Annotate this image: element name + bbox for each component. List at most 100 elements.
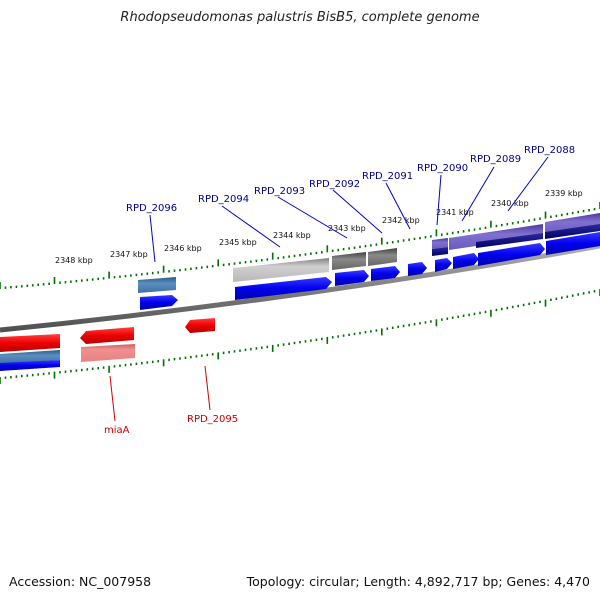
ruler-dot	[70, 369, 72, 373]
ruler-dot	[255, 259, 258, 263]
ruler-dot	[315, 251, 318, 255]
gene-bar-purple[interactable]	[545, 213, 600, 235]
forward-strand-features	[138, 213, 600, 310]
gene-bar-lightgray[interactable]	[233, 258, 329, 282]
ruler-dot	[255, 347, 258, 350]
gene-label[interactable]: RPD_2095	[187, 414, 238, 425]
ruler-dot	[228, 263, 230, 266]
ruler-dot	[75, 279, 78, 283]
gene-bar-darkgray[interactable]	[332, 252, 366, 270]
reverse-cds-arrow[interactable]	[185, 318, 215, 333]
ruler-dot	[457, 231, 459, 234]
ruler-dot	[315, 338, 318, 341]
ruler-major-tick	[53, 371, 56, 379]
ruler-dot	[15, 285, 18, 288]
ruler-dot	[179, 268, 181, 272]
ruler-major-tick	[490, 220, 492, 228]
gene-label[interactable]: RPD_2092	[309, 179, 360, 190]
ruler-dot	[37, 373, 39, 376]
forward-cds-arrow[interactable]	[371, 266, 400, 281]
ruler-dot	[533, 301, 536, 305]
ruler-dot	[124, 274, 127, 278]
ruler-major-tick	[544, 299, 547, 307]
ruler-dot	[10, 286, 12, 289]
gene-label[interactable]: RPD_2096	[126, 203, 177, 214]
ruler-dot	[288, 342, 290, 345]
ruler-dot	[64, 370, 67, 373]
forward-cds-arrow[interactable]	[235, 277, 332, 300]
ruler-dot	[413, 323, 416, 326]
ruler-dot	[506, 306, 509, 310]
ruler-dot	[228, 351, 230, 354]
kbp-label: 2342 kbp	[382, 216, 420, 225]
ruler-dot	[304, 253, 307, 256]
forward-cds-arrow[interactable]	[435, 258, 452, 272]
gene-bar-steel[interactable]	[138, 277, 176, 293]
gene-bar-pink[interactable]	[81, 344, 135, 362]
gene-label[interactable]: RPD_2089	[470, 154, 521, 165]
ruler-dot	[97, 367, 99, 370]
ruler-major-tick	[381, 237, 383, 245]
ruler-dot	[179, 357, 181, 360]
gene-label[interactable]: RPD_2090	[417, 163, 468, 174]
ruler-dot	[190, 355, 192, 359]
forward-cds-arrow[interactable]	[335, 270, 369, 286]
ruler-dot	[26, 284, 29, 287]
forward-cds-arrow[interactable]	[140, 295, 178, 310]
ruler-dot	[201, 266, 203, 269]
reverse-cds-arrow[interactable]	[0, 334, 60, 352]
forward-cds-arrow[interactable]	[0, 360, 60, 371]
ruler-dot	[86, 278, 89, 282]
ruler-dot	[495, 308, 498, 312]
ruler-dot	[397, 240, 399, 243]
gene-label[interactable]: RPD_2094	[198, 194, 249, 205]
ruler-dot	[42, 372, 45, 376]
ruler-dot	[277, 256, 279, 260]
topology-text: Topology: circular; Length: 4,892,717 bp…	[246, 574, 590, 589]
reverse-strand-features	[0, 318, 215, 371]
ruler-dot	[391, 326, 394, 329]
ruler-dot	[168, 358, 170, 362]
gene-label[interactable]: RPD_2091	[362, 171, 413, 182]
ruler-dot	[501, 307, 503, 311]
ruler-dot	[495, 224, 498, 228]
gene-bar-steel[interactable]	[0, 350, 60, 364]
ruler-dot	[528, 219, 530, 222]
ruler-dot	[70, 280, 72, 283]
forward-cds-arrow[interactable]	[546, 232, 600, 255]
ruler-dot	[550, 298, 552, 301]
gene-bar-navy[interactable]	[545, 224, 600, 239]
gene-bar-navy[interactable]	[432, 247, 448, 256]
forward-label-leaders	[149, 156, 549, 263]
ruler-dot	[222, 351, 225, 355]
gene-bar-purple[interactable]	[449, 224, 543, 250]
ruler-dot	[402, 239, 405, 242]
forward-cds-arrow[interactable]	[408, 262, 427, 276]
ruler-dot	[31, 373, 34, 377]
ruler-dot	[146, 272, 149, 275]
ruler-dot	[184, 268, 187, 271]
gene-label[interactable]: miaA	[104, 425, 130, 436]
gene-bar-darkgray[interactable]	[368, 248, 397, 266]
genome-backbone	[0, 243, 600, 333]
ruler-dot	[222, 263, 225, 267]
gene-label[interactable]: RPD_2088	[524, 145, 575, 156]
reverse-cds-arrow[interactable]	[80, 327, 134, 344]
ruler-dot	[244, 348, 247, 352]
ruler-dot	[304, 340, 307, 343]
gene-bar-navy[interactable]	[476, 233, 543, 248]
gene-bar-purple[interactable]	[432, 238, 448, 249]
forward-cds-arrow[interactable]	[453, 253, 479, 269]
ruler-dot	[451, 316, 454, 319]
ruler-dot	[151, 271, 154, 275]
ruler-dot	[375, 243, 378, 246]
ruler-major-tick	[217, 352, 219, 360]
forward-cds-arrow[interactable]	[478, 243, 545, 266]
ruler-dot	[266, 258, 269, 261]
ruler-dot	[501, 223, 503, 227]
ruler-dot	[266, 345, 269, 349]
ruler-dot	[102, 277, 105, 280]
ruler-dot	[135, 362, 138, 365]
gene-label[interactable]: RPD_2093	[254, 186, 305, 197]
ruler-dot	[321, 251, 323, 254]
